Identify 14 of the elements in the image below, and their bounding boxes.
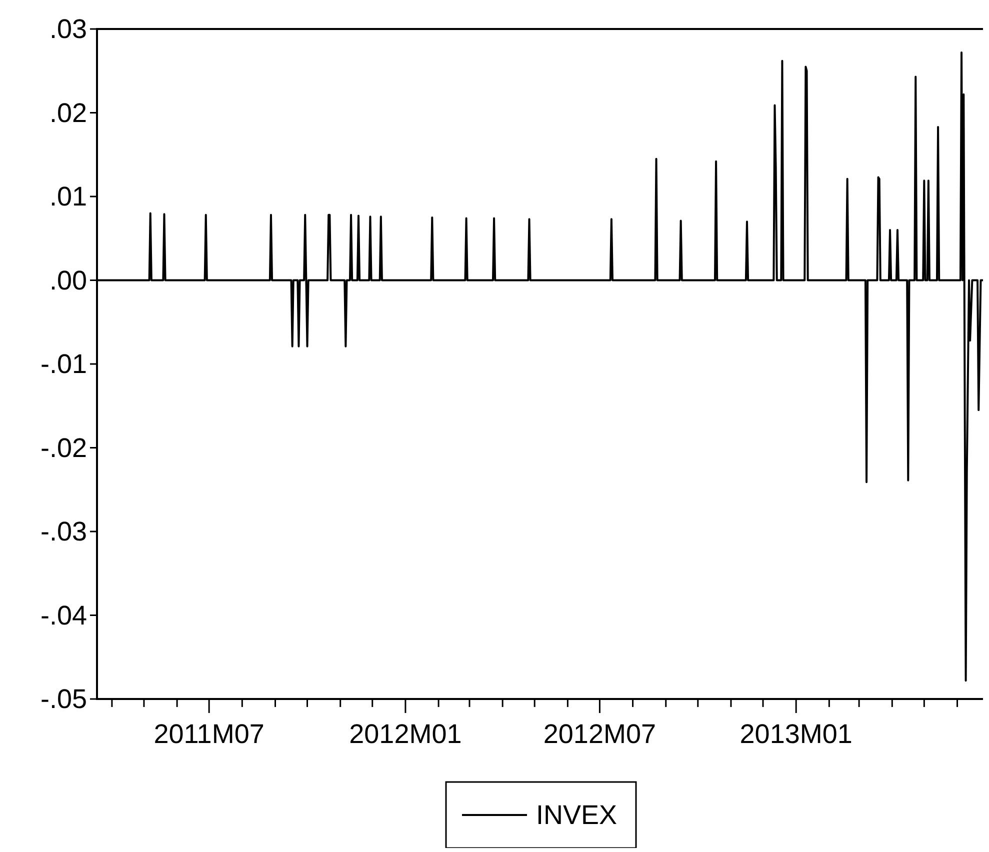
x-tick-label: 2011M07 [154, 719, 264, 749]
y-tick-label: .02 [49, 98, 87, 128]
x-tick-label: 2012M07 [543, 719, 656, 749]
y-tick-label: -.04 [40, 600, 87, 630]
y-tick-label: -.01 [40, 349, 87, 379]
x-tick-label: 2012M01 [349, 719, 462, 749]
y-tick-label: -.03 [40, 516, 87, 546]
y-tick-label: -.02 [40, 432, 87, 463]
legend-label: INVEX [536, 800, 618, 830]
y-tick-label: .01 [49, 182, 87, 212]
y-tick-label: .03 [49, 14, 87, 44]
y-tick-label: -.05 [40, 684, 87, 714]
x-tick-label: 2013M01 [740, 719, 852, 749]
y-tick-label: .00 [49, 265, 87, 296]
